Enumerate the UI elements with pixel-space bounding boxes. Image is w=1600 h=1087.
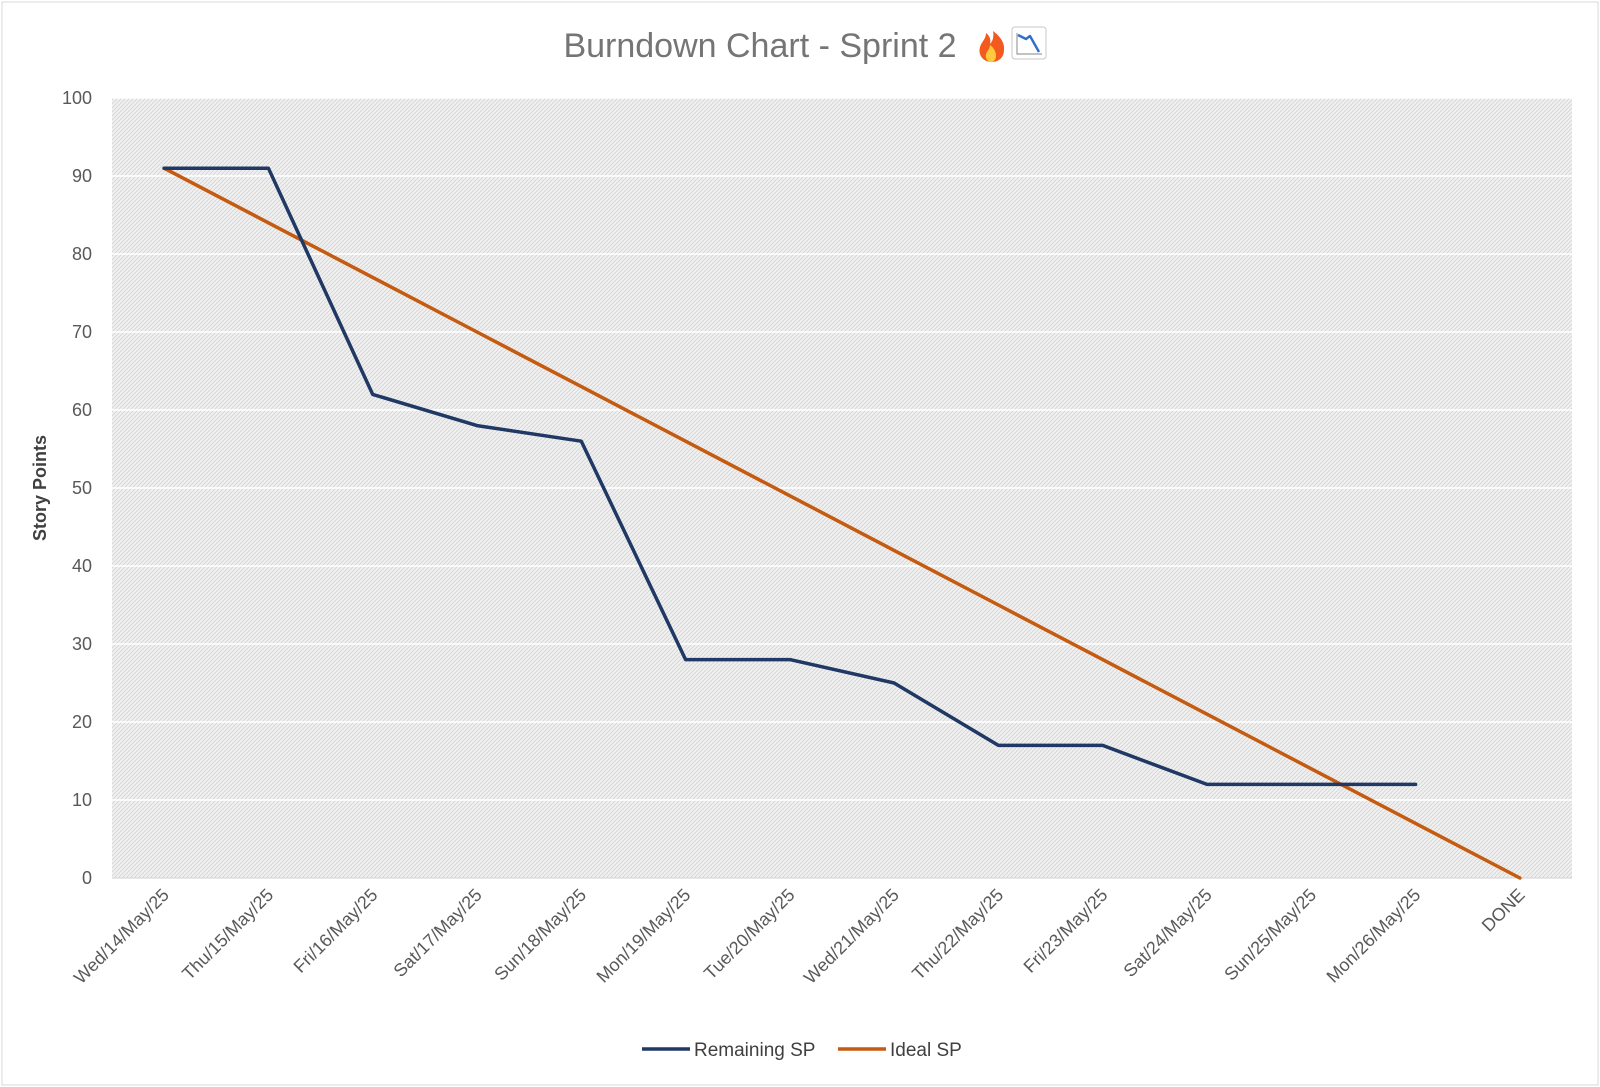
y-tick-label: 30 [72, 634, 92, 654]
y-axis: 0 10 20 30 40 50 60 70 80 90 100 [62, 88, 92, 888]
y-tick-label: 10 [72, 790, 92, 810]
legend: Remaining SP Ideal SP [642, 1040, 962, 1061]
gridlines [112, 97, 1572, 801]
chart-decreasing-icon [1011, 26, 1047, 60]
y-tick-label: 70 [72, 322, 92, 342]
legend-label: Ideal SP [890, 1040, 962, 1061]
y-tick-label: 80 [72, 244, 92, 264]
fire-icon [979, 31, 1005, 62]
series-line-0 [162, 166, 1418, 787]
series-lines [162, 166, 1522, 880]
series-line-1 [162, 166, 1522, 880]
chart-title: Burndown Chart - Sprint 2 [563, 26, 1047, 65]
y-tick-label: 40 [72, 556, 92, 576]
chart-title-text: Burndown Chart - Sprint 2 [563, 27, 956, 65]
legend-label: Remaining SP [694, 1040, 815, 1061]
y-tick-label: 20 [72, 712, 92, 732]
y-tick-label: 100 [62, 88, 92, 108]
y-axis-title: Story Points [30, 435, 50, 541]
y-tick-label: 0 [82, 868, 92, 888]
y-tick-label: 60 [72, 400, 92, 420]
y-tick-label: 90 [72, 166, 92, 186]
y-tick-label: 50 [72, 478, 92, 498]
